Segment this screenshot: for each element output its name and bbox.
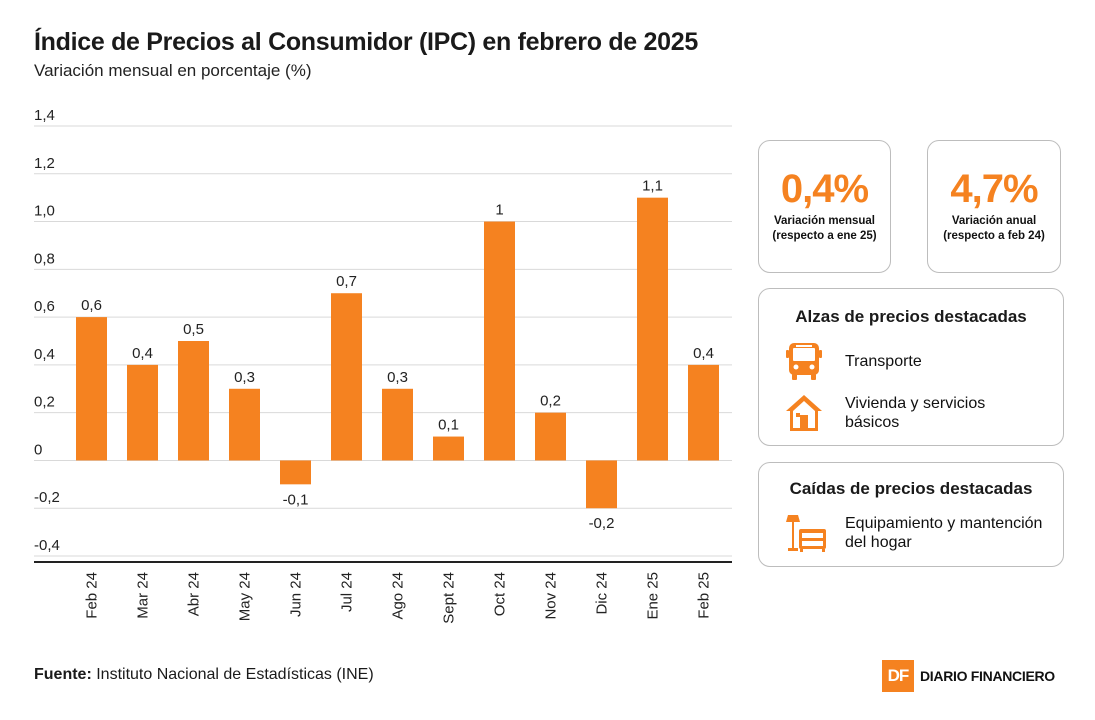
x-tick-label: Oct 24 bbox=[492, 572, 509, 616]
x-tick-label: Nov 24 bbox=[543, 572, 560, 620]
chart-title: Índice de Precios al Consumidor (IPC) en… bbox=[34, 28, 698, 56]
monthly-variation-card: 0,4% Variación mensual (respecto a ene 2… bbox=[758, 140, 891, 273]
bar bbox=[586, 460, 617, 509]
y-tick-label: 0,4 bbox=[34, 346, 55, 363]
y-tick-label: 0 bbox=[34, 441, 42, 458]
bar bbox=[637, 197, 668, 461]
y-tick-label: 1,4 bbox=[34, 107, 55, 124]
data-label: -0,2 bbox=[589, 515, 615, 532]
bar bbox=[229, 388, 260, 461]
y-tick-label: -0,2 bbox=[34, 489, 60, 506]
bar bbox=[76, 317, 107, 461]
bar bbox=[127, 364, 158, 461]
y-tick-label: 0,2 bbox=[34, 394, 55, 411]
data-label: 0,3 bbox=[234, 369, 255, 386]
data-label: 0,1 bbox=[438, 417, 459, 434]
bar bbox=[535, 412, 566, 461]
annual-variation-label-line1: Variación anual bbox=[951, 215, 1037, 227]
brand-name: DIARIO FINANCIERO bbox=[920, 668, 1055, 684]
data-label: 0,3 bbox=[387, 369, 408, 386]
x-tick-label: Mar 24 bbox=[135, 572, 152, 619]
x-tick-label: Ago 24 bbox=[390, 572, 407, 620]
y-tick-label: -0,4 bbox=[34, 537, 60, 554]
monthly-variation-value: 0,4% bbox=[780, 167, 869, 211]
x-tick-label: Feb 25 bbox=[696, 572, 713, 619]
data-label: 1,1 bbox=[642, 178, 663, 195]
y-tick-label: 0,6 bbox=[34, 298, 55, 315]
brand: DF DIARIO FINANCIERO bbox=[882, 660, 1055, 692]
bar bbox=[688, 364, 719, 461]
y-tick-label: 1,2 bbox=[34, 155, 55, 172]
data-label: 0,4 bbox=[132, 345, 153, 362]
y-tick-label: 0,8 bbox=[34, 250, 55, 267]
bar bbox=[280, 460, 311, 485]
bar bbox=[331, 293, 362, 461]
price-rise-label-housing: Vivienda y servicios básicos bbox=[845, 395, 986, 431]
data-label: 0,2 bbox=[540, 393, 561, 410]
annual-variation-label: Variación anual (respecto a feb 24) bbox=[928, 214, 1060, 244]
annual-variation-card: 4,7% Variación anual (respecto a feb 24) bbox=[927, 140, 1061, 273]
source-label: Fuente: bbox=[34, 666, 92, 683]
price-falls-panel: Caídas de precios destacadas Equipamient… bbox=[758, 462, 1064, 567]
x-tick-label: Feb 24 bbox=[84, 572, 101, 619]
annual-variation-value: 4,7% bbox=[950, 167, 1038, 211]
bar-chart: 1,4 1,2 1,0 0,8 0,6 0,4 0,2 0 -0,2 -0,4 0,6 Feb 24 0… bbox=[34, 107, 732, 624]
data-label: -0,1 bbox=[283, 491, 309, 508]
bar bbox=[178, 341, 209, 461]
x-tick-label: Jun 24 bbox=[288, 572, 305, 617]
data-label: 0,7 bbox=[336, 273, 357, 290]
bus-icon bbox=[786, 343, 822, 380]
data-label: 0,4 bbox=[693, 345, 714, 362]
x-tick-label: Dic 24 bbox=[594, 572, 611, 615]
brand-logo: DF bbox=[882, 660, 914, 692]
price-fall-item-household: Equipamiento y mantención del hogar bbox=[785, 513, 1045, 553]
data-label: 0,6 bbox=[81, 297, 102, 314]
source-note: Fuente: Instituto Nacional de Estadístic… bbox=[34, 666, 374, 684]
x-tick-label: May 24 bbox=[237, 572, 254, 621]
x-tick-label: Ene 25 bbox=[645, 572, 662, 620]
monthly-variation-label: Variación mensual (respecto a ene 25) bbox=[759, 214, 890, 244]
price-rises-title: Alzas de precios destacadas bbox=[795, 307, 1027, 326]
bar bbox=[382, 388, 413, 461]
furniture-icon bbox=[786, 515, 826, 552]
bar bbox=[484, 221, 515, 461]
source-text: Instituto Nacional de Estadísticas (INE) bbox=[91, 666, 374, 683]
annual-variation-label-line2: (respecto a feb 24) bbox=[943, 230, 1045, 242]
price-rise-label-transport: Transporte bbox=[845, 352, 922, 370]
y-tick-label: 1,0 bbox=[34, 203, 55, 220]
chart-subtitle: Variación mensual en porcentaje (%) bbox=[34, 61, 312, 80]
x-tick-label: Sept 24 bbox=[441, 572, 458, 624]
price-fall-label-household: Equipamiento y mantención del hogar bbox=[845, 515, 1043, 551]
price-rise-item-transport: Transporte bbox=[785, 341, 922, 381]
bar bbox=[433, 436, 464, 461]
x-tick-label: Jul 24 bbox=[339, 572, 356, 612]
price-falls-title: Caídas de precios destacadas bbox=[789, 479, 1033, 498]
price-rises-panel: Alzas de precios destacadas Transporte V… bbox=[758, 288, 1064, 446]
data-label: 1 bbox=[495, 202, 503, 219]
monthly-variation-label-line2: (respecto a ene 25) bbox=[772, 230, 877, 242]
x-tick-label: Abr 24 bbox=[186, 572, 203, 616]
monthly-variation-label-line1: Variación mensual bbox=[774, 215, 875, 227]
data-label: 0,5 bbox=[183, 321, 204, 338]
house-icon bbox=[786, 395, 822, 431]
price-rise-item-housing: Vivienda y servicios básicos bbox=[785, 393, 1035, 433]
